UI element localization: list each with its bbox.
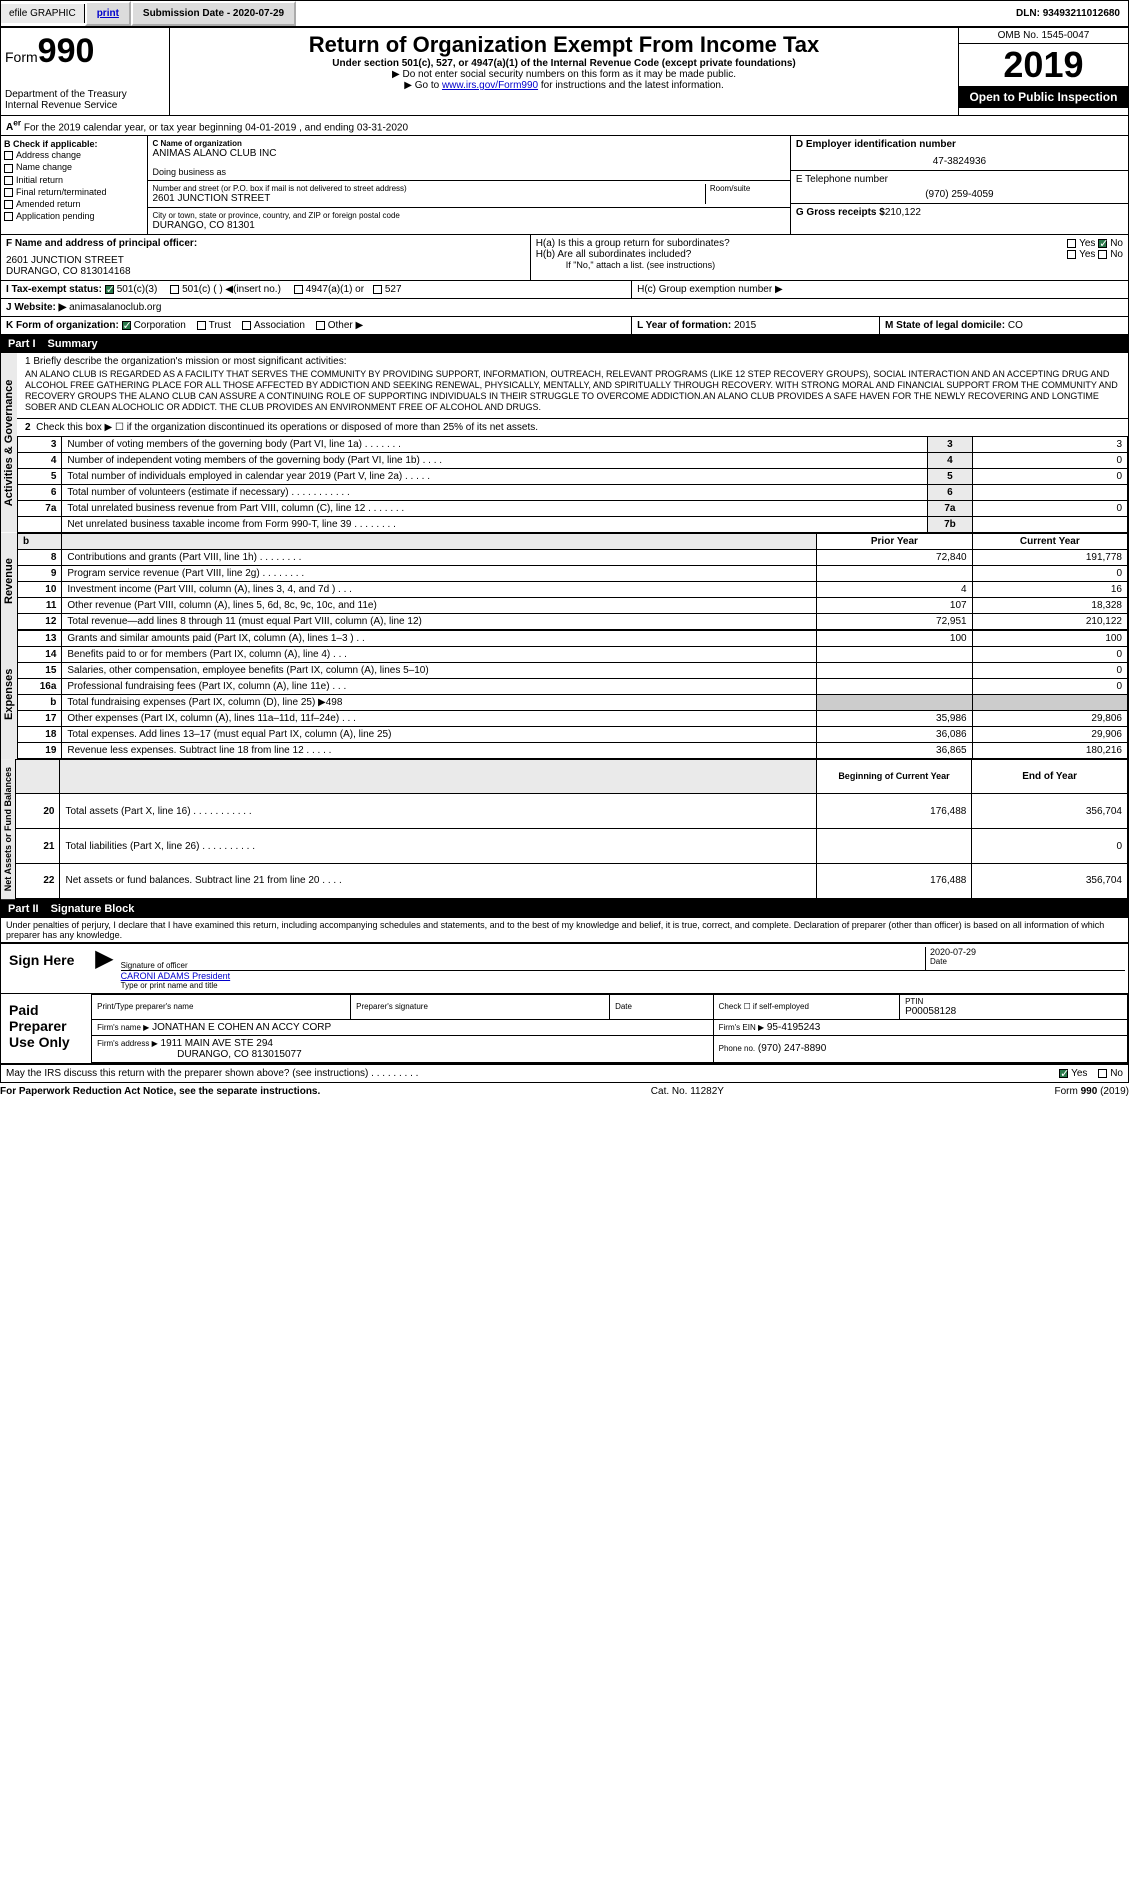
form-of-org: K Form of organization: Corporation Trus… <box>1 317 632 334</box>
table-row: Net unrelated business taxable income fr… <box>18 516 1128 532</box>
part1-header: Part ISummary <box>0 335 1129 353</box>
table-row: 8Contributions and grants (Part VIII, li… <box>18 549 1128 565</box>
ein-cell: D Employer identification number 47-3824… <box>791 136 1128 171</box>
table-row: 17Other expenses (Part IX, column (A), l… <box>18 710 1128 726</box>
firm-name-row: Firm's name ▶ JONATHAN E COHEN AN ACCY C… <box>92 1019 1128 1035</box>
year-formation: L Year of formation: 2015 <box>632 317 880 334</box>
line2: 2 Check this box ▶ ☐ if the organization… <box>17 418 1128 436</box>
mission-block: 1 Briefly describe the organization's mi… <box>17 353 1128 417</box>
form-title: Return of Organization Exempt From Incom… <box>174 32 954 58</box>
firm-addr-row: Firm's address ▶ 1911 MAIN AVE STE 294DU… <box>92 1035 1128 1062</box>
form-subtitle: Under section 501(c), 527, or 4947(a)(1)… <box>174 58 954 69</box>
period-line: Aer For the 2019 calendar year, or tax y… <box>0 116 1129 136</box>
paid-preparer-label: Paid Preparer Use Only <box>1 994 91 1063</box>
dln: DLN: 93493211012680 <box>1008 4 1128 23</box>
table-row: 22Net assets or fund balances. Subtract … <box>16 863 1128 898</box>
discuss-row: May the IRS discuss this return with the… <box>0 1065 1129 1083</box>
table-row: 13Grants and similar amounts paid (Part … <box>18 630 1128 646</box>
irs-label: Internal Revenue Service <box>5 100 165 111</box>
table-row: 3Number of voting members of the governi… <box>18 436 1128 452</box>
table-row: 4Number of independent voting members of… <box>18 452 1128 468</box>
top-bar: efile GRAPHIC print Submission Date - 20… <box>0 0 1129 27</box>
sign-here-label: Sign Here <box>1 944 91 993</box>
section-hc: H(c) Group exemption number ▶ <box>632 281 1128 298</box>
org-name-cell: C Name of organization ANIMAS ALANO CLUB… <box>148 136 790 181</box>
table-row: 12Total revenue—add lines 8 through 11 (… <box>18 613 1128 629</box>
open-public: Open to Public Inspection <box>959 86 1128 108</box>
penalty-text: Under penalties of perjury, I declare th… <box>0 918 1129 943</box>
table-row: 5Total number of individuals employed in… <box>18 468 1128 484</box>
vtab-revenue: Revenue <box>1 533 17 630</box>
table-row: 10Investment income (Part VIII, column (… <box>18 581 1128 597</box>
section-h: H(a) Is this a group return for subordin… <box>531 235 1128 280</box>
tax-year: 2019 <box>959 44 1128 86</box>
city-cell: City or town, state or province, country… <box>148 208 790 234</box>
print-button[interactable]: print <box>85 1 131 26</box>
section-b: B Check if applicable: Address change Na… <box>1 136 148 234</box>
vtab-expenses: Expenses <box>1 630 17 759</box>
table-row: bTotal fundraising expenses (Part IX, co… <box>18 694 1128 710</box>
submission-date: Submission Date - 2020-07-29 <box>131 1 296 26</box>
table-row: 18Total expenses. Add lines 13–17 (must … <box>18 726 1128 742</box>
vtab-netassets: Net Assets or Fund Balances <box>1 759 15 899</box>
note-ssn: ▶ Do not enter social security numbers o… <box>174 69 954 80</box>
table-row: 15Salaries, other compensation, employee… <box>18 662 1128 678</box>
table-row: 21Total liabilities (Part X, line 26) . … <box>16 829 1128 864</box>
table-row: Beginning of Current YearEnd of Year <box>16 759 1128 794</box>
table-row: 16aProfessional fundraising fees (Part I… <box>18 678 1128 694</box>
irs-link[interactable]: www.irs.gov/Form990 <box>442 80 538 91</box>
table-row: 19Revenue less expenses. Subtract line 1… <box>18 742 1128 758</box>
preparer-row: Print/Type preparer's name Preparer's si… <box>92 994 1128 1019</box>
officer-cell: F Name and address of principal officer:… <box>1 235 531 280</box>
omb-number: OMB No. 1545-0047 <box>959 28 1128 44</box>
dept-treasury: Department of the Treasury <box>5 89 165 100</box>
form-header: Form990 Department of the Treasury Inter… <box>0 27 1129 116</box>
table-row: 20Total assets (Part X, line 16) . . . .… <box>16 794 1128 829</box>
note-link: ▶ Go to www.irs.gov/Form990 for instruct… <box>174 80 954 91</box>
tax-exempt-status: I Tax-exempt status: 501(c)(3) 501(c) ( … <box>1 281 632 298</box>
table-row: 7aTotal unrelated business revenue from … <box>18 500 1128 516</box>
website-row: J Website: ▶ animasalanoclub.org <box>0 299 1129 317</box>
table-row: 6Total number of volunteers (estimate if… <box>18 484 1128 500</box>
table-row: 14Benefits paid to or for members (Part … <box>18 646 1128 662</box>
part2-header: Part IISignature Block <box>0 900 1129 918</box>
phone-cell: E Telephone number (970) 259-4059 <box>791 171 1128 204</box>
address-cell: Number and street (or P.O. box if mail i… <box>148 181 790 208</box>
efile-label: efile GRAPHIC <box>1 4 85 23</box>
arrow-icon: ▶ <box>91 944 117 993</box>
footer: For Paperwork Reduction Act Notice, see … <box>0 1083 1129 1100</box>
gross-receipts: G Gross receipts $210,122 <box>791 204 1128 221</box>
state-domicile: M State of legal domicile: CO <box>880 317 1128 334</box>
vtab-activities: Activities & Governance <box>1 353 17 532</box>
table-row: bPrior YearCurrent Year <box>18 533 1128 549</box>
form-number: Form990 <box>5 32 165 71</box>
officer-name[interactable]: CARONI ADAMS President <box>121 971 1125 981</box>
table-row: 11Other revenue (Part VIII, column (A), … <box>18 597 1128 613</box>
table-row: 9Program service revenue (Part VIII, lin… <box>18 565 1128 581</box>
